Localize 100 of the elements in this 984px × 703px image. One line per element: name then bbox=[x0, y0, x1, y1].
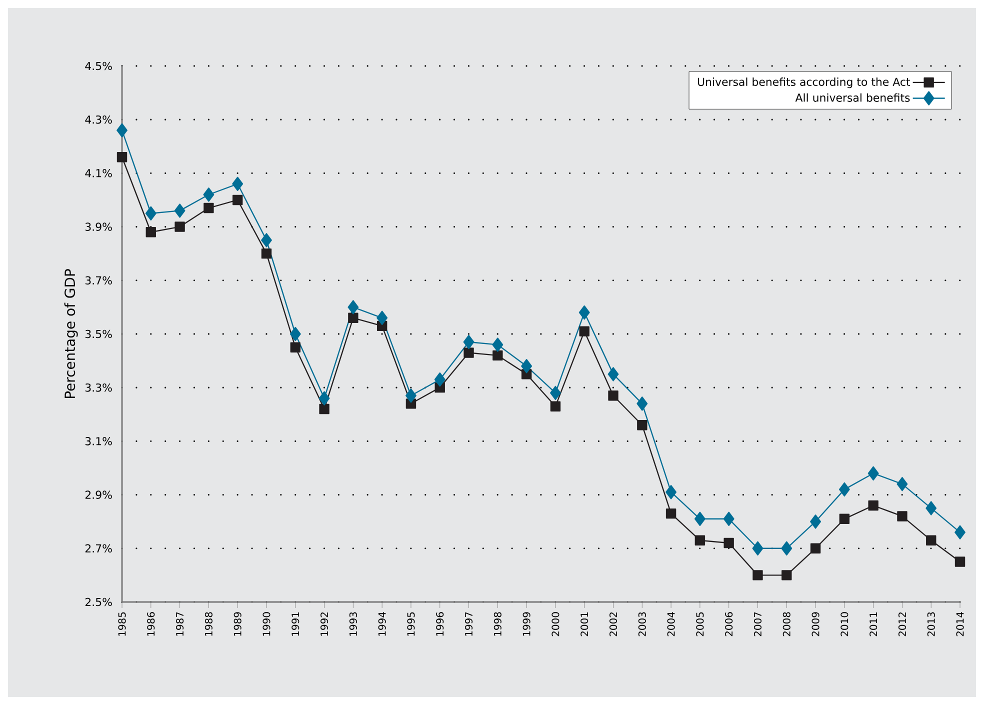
x-tick-label: 1985 bbox=[118, 612, 126, 636]
x-tick-label: 2013 bbox=[927, 612, 935, 636]
x-tick-label: 1994 bbox=[378, 612, 386, 636]
x-tick-label: 2008 bbox=[782, 612, 790, 636]
point bbox=[348, 312, 358, 324]
point bbox=[203, 188, 214, 202]
x-tick-label: 2006 bbox=[725, 612, 733, 636]
x-tick-label: 2014 bbox=[956, 612, 964, 636]
point bbox=[492, 350, 503, 361]
x-tick-label: 1993 bbox=[349, 612, 357, 636]
point bbox=[781, 541, 792, 556]
point bbox=[434, 372, 446, 387]
point bbox=[318, 391, 330, 406]
x-tick-label: 1992 bbox=[320, 612, 328, 636]
point bbox=[348, 300, 359, 314]
y-tick-label: 3.3% bbox=[85, 383, 112, 392]
x-tick-label: 1988 bbox=[204, 612, 212, 636]
y-tick-label: 3.5% bbox=[85, 330, 112, 338]
legend-label: Universal benefits according to the Act bbox=[698, 78, 910, 88]
point bbox=[868, 466, 879, 480]
point bbox=[174, 222, 185, 232]
point bbox=[492, 338, 504, 352]
x-tick-label: 2009 bbox=[812, 612, 820, 636]
point bbox=[319, 404, 330, 414]
point bbox=[897, 511, 908, 522]
point bbox=[116, 123, 128, 138]
x-tick-label: 2005 bbox=[696, 612, 704, 636]
point bbox=[782, 570, 792, 580]
point bbox=[838, 482, 850, 497]
point bbox=[723, 512, 734, 526]
x-tick-label: 1999 bbox=[522, 612, 530, 636]
point bbox=[694, 535, 706, 546]
y-tick-label: 2.7% bbox=[85, 544, 112, 553]
point bbox=[579, 326, 590, 336]
point bbox=[290, 326, 301, 342]
x-tick-label: 1998 bbox=[494, 612, 502, 636]
point bbox=[550, 401, 561, 412]
point bbox=[145, 206, 156, 220]
y-tick-label: 3.9% bbox=[85, 222, 112, 231]
point bbox=[550, 386, 561, 400]
y-axis-title: Percentage of GDP bbox=[64, 269, 78, 398]
point bbox=[810, 543, 821, 554]
x-tick-label: 1986 bbox=[147, 612, 155, 636]
x-tick-label: 1996 bbox=[436, 612, 444, 636]
point bbox=[954, 525, 966, 540]
point bbox=[954, 556, 966, 567]
x-tick-label: 1991 bbox=[292, 612, 300, 636]
y-tick-label: 2.5% bbox=[85, 598, 112, 606]
x-tick-label: 1997 bbox=[464, 612, 473, 636]
point bbox=[694, 512, 706, 526]
x-tick-label: 2001 bbox=[580, 612, 588, 636]
point bbox=[464, 348, 474, 358]
x-tick-label: 1987 bbox=[176, 612, 184, 636]
point bbox=[752, 570, 763, 580]
point bbox=[810, 514, 821, 529]
point bbox=[406, 388, 416, 403]
point bbox=[608, 367, 619, 382]
point bbox=[608, 390, 618, 401]
y-tick-label: 4.5% bbox=[85, 62, 112, 70]
x-tick-label: 2007 bbox=[754, 612, 762, 636]
point bbox=[896, 476, 908, 492]
x-tick-label: 2000 bbox=[552, 612, 560, 636]
point bbox=[839, 514, 850, 524]
point bbox=[521, 359, 532, 374]
y-tick-label: 3.1% bbox=[85, 437, 112, 446]
x-tick-label: 2010 bbox=[840, 612, 848, 636]
point bbox=[636, 396, 648, 411]
point bbox=[926, 501, 937, 516]
point bbox=[261, 233, 272, 248]
y-tick-label: 4.3% bbox=[85, 115, 112, 124]
point bbox=[204, 202, 214, 214]
x-tick-label: 1989 bbox=[234, 612, 242, 636]
point bbox=[376, 310, 388, 326]
x-tick-label: 2002 bbox=[609, 612, 618, 636]
point bbox=[463, 334, 474, 350]
x-tick-label: 2004 bbox=[667, 612, 675, 636]
point bbox=[926, 535, 936, 546]
y-tick-label: 2.9% bbox=[85, 490, 112, 499]
point bbox=[868, 500, 878, 511]
x-tick-label: 2003 bbox=[638, 612, 646, 636]
point bbox=[666, 485, 677, 500]
x-tick-label: 2012 bbox=[898, 612, 906, 636]
x-tick-label: 1990 bbox=[262, 612, 270, 636]
point bbox=[724, 538, 734, 548]
y-tick-label: 3.7% bbox=[85, 276, 112, 285]
point bbox=[232, 176, 244, 191]
point bbox=[752, 541, 764, 556]
point bbox=[174, 204, 186, 218]
point bbox=[146, 227, 156, 238]
y-tick-label: 4.1% bbox=[85, 169, 112, 178]
point bbox=[290, 342, 300, 352]
x-tick-label: 1995 bbox=[407, 612, 415, 636]
point bbox=[261, 248, 272, 259]
point bbox=[637, 420, 648, 430]
point bbox=[666, 508, 676, 519]
point bbox=[116, 152, 128, 162]
x-tick-label: 2011 bbox=[870, 612, 878, 636]
point bbox=[578, 305, 590, 320]
legend-label: All universal benefits bbox=[795, 93, 910, 102]
point bbox=[232, 194, 243, 206]
